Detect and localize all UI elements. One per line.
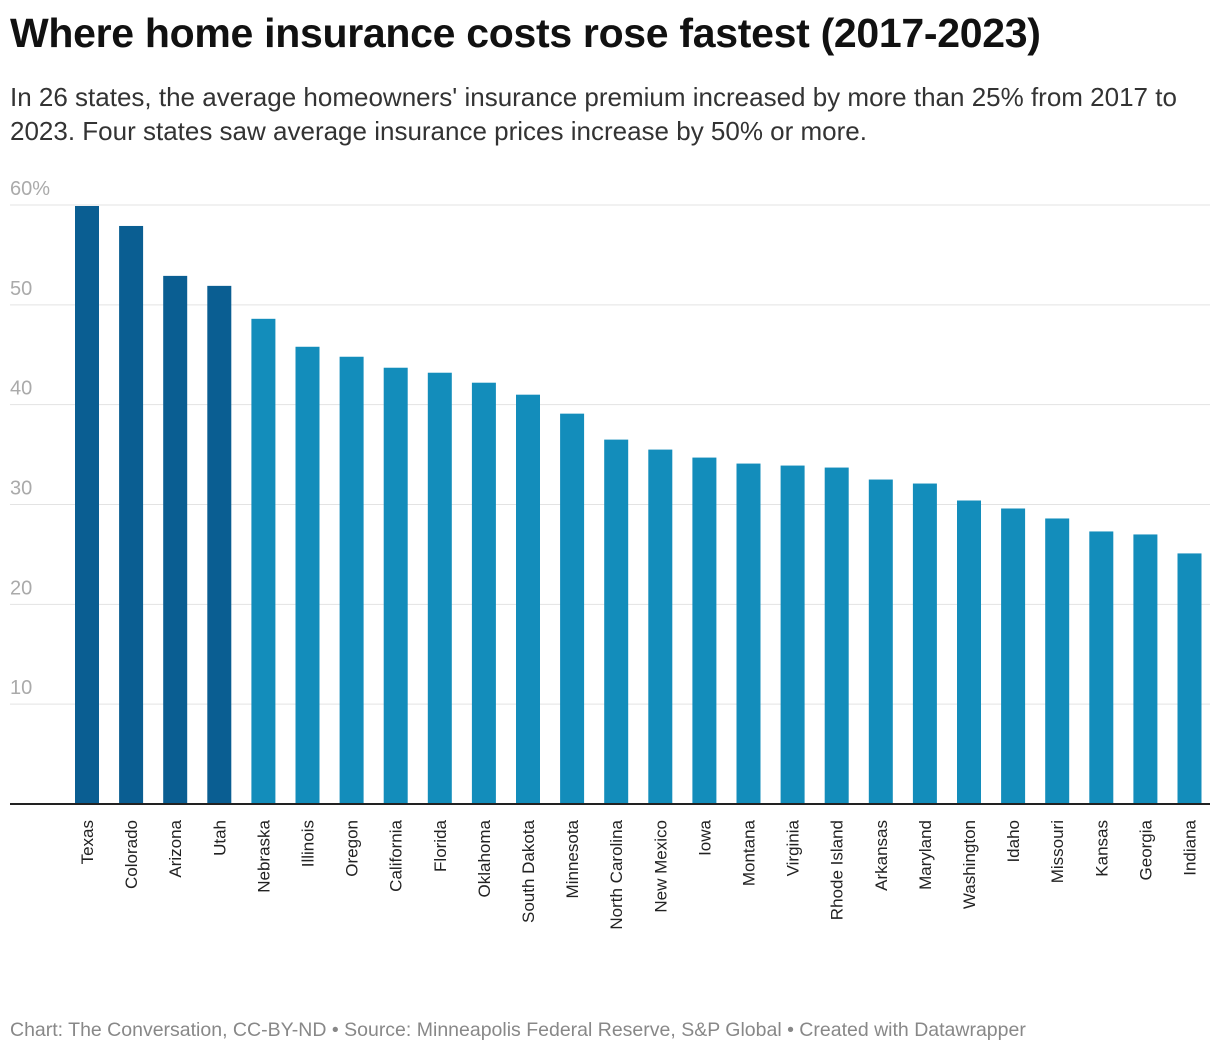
y-tick-label: 50 [10, 278, 32, 300]
x-tick-label: Texas [78, 820, 97, 864]
bar-minnesota [560, 413, 585, 804]
x-tick-label: Oregon [343, 820, 362, 877]
bar-indiana [1177, 553, 1202, 804]
bar-florida [427, 372, 452, 804]
x-tick-label: Kansas [1092, 820, 1111, 877]
bar-oklahoma [471, 382, 496, 804]
x-tick-label: Florida [431, 819, 450, 872]
chart-subtitle: In 26 states, the average homeowners' in… [10, 82, 1177, 146]
bar-rhode-island [824, 467, 849, 804]
bar-arizona [163, 275, 188, 804]
bar-iowa [692, 457, 717, 804]
x-tick-label: California [387, 819, 406, 891]
y-tick-label: 60% [10, 178, 50, 200]
x-tick-label: New Mexico [651, 820, 670, 913]
x-tick-label: Iowa [695, 819, 714, 855]
x-tick-label: Minnesota [563, 819, 582, 898]
bar-kansas [1089, 531, 1114, 804]
x-tick-label: Arizona [166, 819, 185, 877]
bar-new-mexico [648, 449, 673, 804]
bar-chart: 10 20 30 40 50 60% Texas Colorado Arizona Utah Neb… [10, 178, 1210, 930]
bar-idaho [1001, 508, 1026, 804]
bar-colorado [119, 225, 144, 805]
x-tick-label: Nebraska [254, 819, 273, 892]
chart-footer: Chart: The Conversation, CC-BY-ND • Sour… [10, 1019, 1026, 1041]
x-tick-label: Utah [210, 820, 229, 856]
bar-virginia [780, 465, 805, 804]
bar-missouri [1045, 518, 1070, 804]
bar-utah [207, 285, 232, 804]
x-tick-label: Illinois [299, 820, 318, 867]
x-tick-label: Washington [960, 820, 979, 909]
bar-california [383, 367, 408, 804]
x-tick-label: Colorado [122, 820, 141, 889]
bar-maryland [912, 483, 937, 804]
x-tick-label: Arkansas [872, 820, 891, 891]
chart-title: Where home insurance costs rose fastest … [10, 10, 1041, 56]
x-tick-label: Rhode Island [828, 820, 847, 920]
bar-nebraska [251, 318, 276, 804]
bar-illinois [295, 346, 320, 804]
x-tick-label: North Carolina [607, 819, 626, 929]
x-tick-label: Missouri [1048, 820, 1067, 883]
bar-montana [736, 463, 761, 804]
y-tick-label: 40 [10, 378, 32, 400]
x-tick-label: South Dakota [519, 819, 538, 923]
bar-texas [75, 205, 99, 804]
x-tick-label: Montana [740, 819, 759, 886]
bar-oregon [339, 356, 364, 804]
bar-arkansas [868, 479, 893, 804]
y-tick-label: 30 [10, 478, 32, 500]
x-tick-label: Maryland [916, 820, 935, 890]
x-tick-label: Virginia [784, 819, 803, 876]
x-tick-label: Oklahoma [475, 819, 494, 897]
y-tick-label: 10 [10, 677, 32, 699]
x-tick-label: Georgia [1136, 819, 1155, 880]
x-tick-label: Indiana [1181, 819, 1200, 875]
y-tick-label: 20 [10, 577, 32, 599]
bar-washington [957, 500, 981, 804]
bar-north-carolina [604, 439, 629, 804]
x-tick-label: Idaho [1004, 820, 1023, 863]
bar-south-dakota [516, 394, 540, 804]
bar-georgia [1133, 534, 1158, 804]
